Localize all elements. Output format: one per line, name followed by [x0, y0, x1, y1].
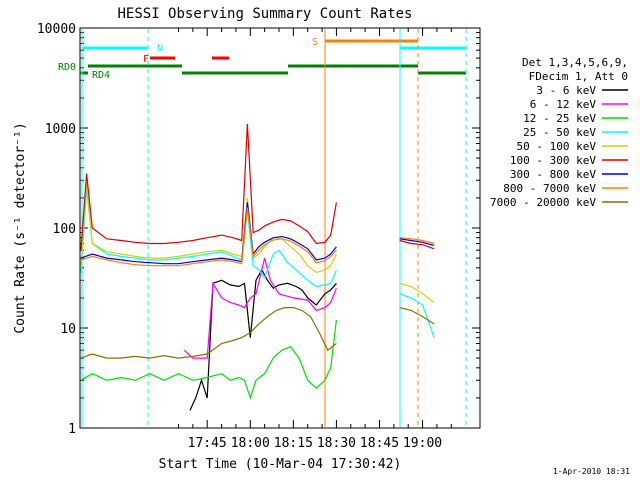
- chart-title: HESSI Observing Summary Count Rates: [117, 6, 412, 22]
- legend-header: FDecim 1, Att 0: [529, 70, 628, 83]
- plot-frame: [79, 27, 481, 429]
- footer-date: 1-Apr-2010 18:31: [553, 467, 630, 476]
- legend-header: Det 1,3,4,5,6,9,: [522, 56, 628, 69]
- series-line-post: [399, 293, 435, 338]
- legend-label: 7000 - 20000 keV: [490, 196, 596, 209]
- series-line: [80, 307, 337, 359]
- series-line: [80, 320, 337, 400]
- flag-label-n: N: [157, 43, 163, 54]
- legend-label: 25 - 50 keV: [523, 126, 596, 139]
- y-tick-label: 100: [53, 222, 76, 237]
- series-line-post: [399, 238, 435, 246]
- legend-label: 100 - 300 keV: [510, 154, 596, 167]
- x-tick-label: 18:15: [274, 436, 313, 451]
- legend-label: 50 - 100 keV: [517, 140, 597, 153]
- series-line: [183, 257, 337, 359]
- series-layer: [80, 123, 435, 411]
- y-tick-label: 1: [68, 422, 76, 437]
- x-tick-label: 18:00: [231, 436, 270, 451]
- legend-label: 800 - 7000 keV: [503, 182, 596, 195]
- status-flags: NF S RD0 RD4: [58, 29, 467, 427]
- legend-label: 6 - 12 keV: [530, 98, 597, 111]
- series-line-post: [399, 307, 435, 325]
- series-line-post: [399, 239, 435, 250]
- flag-label-f: F: [143, 54, 149, 65]
- x-tick-label: 17:45: [188, 436, 227, 451]
- flag-label-s: S: [312, 37, 318, 48]
- x-tick-label: 18:45: [360, 436, 399, 451]
- series-line: [80, 207, 337, 267]
- series-line: [80, 123, 337, 251]
- y-tick-label: 10000: [37, 22, 76, 37]
- legend-label: 3 - 6 keV: [536, 84, 596, 97]
- legend-label: 12 - 25 keV: [523, 112, 596, 125]
- x-tick-label: 19:00: [403, 436, 442, 451]
- legend: Det 1,3,4,5,6,9,FDecim 1, Att 03 - 6 keV…: [490, 56, 628, 209]
- x-tick-label: 18:30: [317, 436, 356, 451]
- y-tick-label: 1000: [45, 122, 76, 137]
- axis-ticks: 17:45 18:00 18:15 18:30 18:45 19:00 1 10 100 1000…: [37, 22, 480, 451]
- y-tick-label: 10: [60, 322, 76, 337]
- series-line: [80, 180, 337, 274]
- flag-label-rd4: RD4: [92, 70, 110, 81]
- series-line: [80, 202, 337, 265]
- y-axis-label: Count Rate (s⁻¹ detector⁻¹): [13, 122, 28, 333]
- series-line-post: [399, 237, 435, 245]
- legend-label: 300 - 800 keV: [510, 168, 596, 181]
- x-axis-label: Start Time (10-Mar-04 17:30:42): [159, 457, 402, 472]
- series-line-post: [399, 282, 435, 303]
- flag-label-rd0: RD0: [58, 62, 76, 73]
